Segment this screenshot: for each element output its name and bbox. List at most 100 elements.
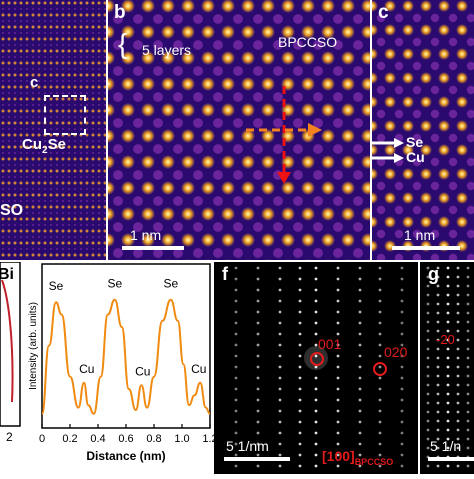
atom-column [394, 181, 404, 191]
atom-column [402, 144, 414, 156]
diffraction-spot [456, 392, 460, 396]
atom-column [153, 92, 163, 102]
diffraction-spot [256, 387, 260, 391]
panel-e-chart: 0 0.2 0.4 0.6 0.8 1.0 1.2 Distance (nm) Intensit… [24, 262, 218, 474]
atom-column [284, 259, 292, 260]
diffraction-spot [314, 365, 318, 369]
diffraction-spot [256, 376, 260, 380]
atom-column [261, 155, 275, 169]
diffraction-spot [456, 275, 460, 279]
layers-brace: { [118, 28, 128, 59]
atom-column [153, 66, 163, 76]
diffraction-spot [256, 431, 260, 435]
atom-column [241, 155, 255, 169]
atom-column [133, 222, 143, 232]
diffraction-spot [278, 376, 282, 380]
diffraction-spot [358, 464, 362, 468]
diffraction-spot [436, 329, 440, 333]
diffraction-spot [426, 275, 430, 279]
diffraction-spot [436, 347, 440, 351]
diffraction-spot [314, 343, 318, 347]
diffraction-spot [314, 376, 318, 380]
diffraction-spot [400, 365, 404, 369]
atom-column [430, 61, 440, 71]
diffraction-spot [456, 437, 460, 441]
diffraction-spot [400, 464, 404, 468]
diffraction-spot [314, 332, 318, 336]
atom-column [193, 66, 203, 76]
atom-column [341, 129, 355, 143]
atom-column [438, 0, 450, 12]
atom-column [253, 118, 263, 128]
diffraction-spot [466, 365, 470, 369]
atom-column [213, 196, 223, 206]
atom-column [273, 14, 283, 24]
atom-column [113, 66, 123, 76]
diffraction-spot [466, 275, 470, 279]
diffraction-spot [234, 288, 238, 292]
diffraction-spot [358, 321, 362, 325]
atom-column [372, 24, 378, 36]
atom-column [161, 207, 175, 221]
cu2se-label: Cu2Se [22, 136, 66, 156]
atom-column [201, 129, 215, 143]
diffraction-spot [400, 343, 404, 347]
atom-column [372, 192, 378, 204]
atom-column [121, 207, 135, 221]
diffraction-spot [378, 409, 382, 413]
atom-column [273, 248, 283, 258]
atom-column [293, 92, 303, 102]
diffraction-spot [400, 277, 404, 281]
atom-column [341, 0, 355, 13]
atom-column [372, 48, 378, 60]
atom-column [233, 196, 243, 206]
atom-column [233, 144, 243, 154]
atom-column [420, 24, 432, 36]
atom-column [273, 92, 283, 102]
diffraction-spot [358, 299, 362, 303]
atom-column [361, 25, 370, 39]
atom-column [372, 168, 378, 180]
atom-column [121, 233, 135, 247]
diffraction-spot [426, 347, 430, 351]
panel-c-stem-image: c Se Cu 1 nm [372, 0, 474, 260]
diffraction-spot [400, 321, 404, 325]
panel-f-letter: f [222, 264, 228, 284]
atom-column [372, 120, 378, 132]
atom-column [430, 253, 440, 260]
atom-column [301, 181, 315, 195]
diffraction-spot [426, 302, 430, 306]
diffraction-spot [298, 442, 302, 446]
diffraction-spot [256, 409, 260, 413]
atom-column [341, 181, 355, 195]
atom-column [293, 196, 303, 206]
atom-column [261, 51, 275, 65]
diffraction-spot [278, 299, 282, 303]
diffraction-spot [456, 311, 460, 315]
atom-column [108, 51, 115, 65]
atom-column [384, 0, 396, 12]
atom-column [372, 96, 378, 108]
atom-column [430, 229, 440, 239]
diffraction-spot [336, 431, 340, 435]
atom-column [253, 222, 263, 232]
atom-column [181, 207, 195, 221]
atom-column [241, 25, 255, 39]
atom-column [133, 170, 143, 180]
atom-column [361, 155, 370, 169]
scale-label-f: 5 1/nm [226, 438, 269, 454]
atom-column [420, 96, 432, 108]
diffraction-spot [436, 338, 440, 342]
atom-column [193, 144, 203, 154]
atom-column [420, 216, 432, 228]
scale-bar-f [224, 457, 290, 461]
atom-column [321, 0, 335, 13]
atom-column [108, 129, 115, 143]
diffraction-spot [256, 310, 260, 314]
zoom-box-label: c [30, 74, 39, 91]
diffraction-spot [426, 266, 430, 270]
diffraction-spot [400, 442, 404, 446]
atom-column [121, 103, 135, 117]
atom-column [313, 66, 323, 76]
diffraction-spot [426, 374, 430, 378]
